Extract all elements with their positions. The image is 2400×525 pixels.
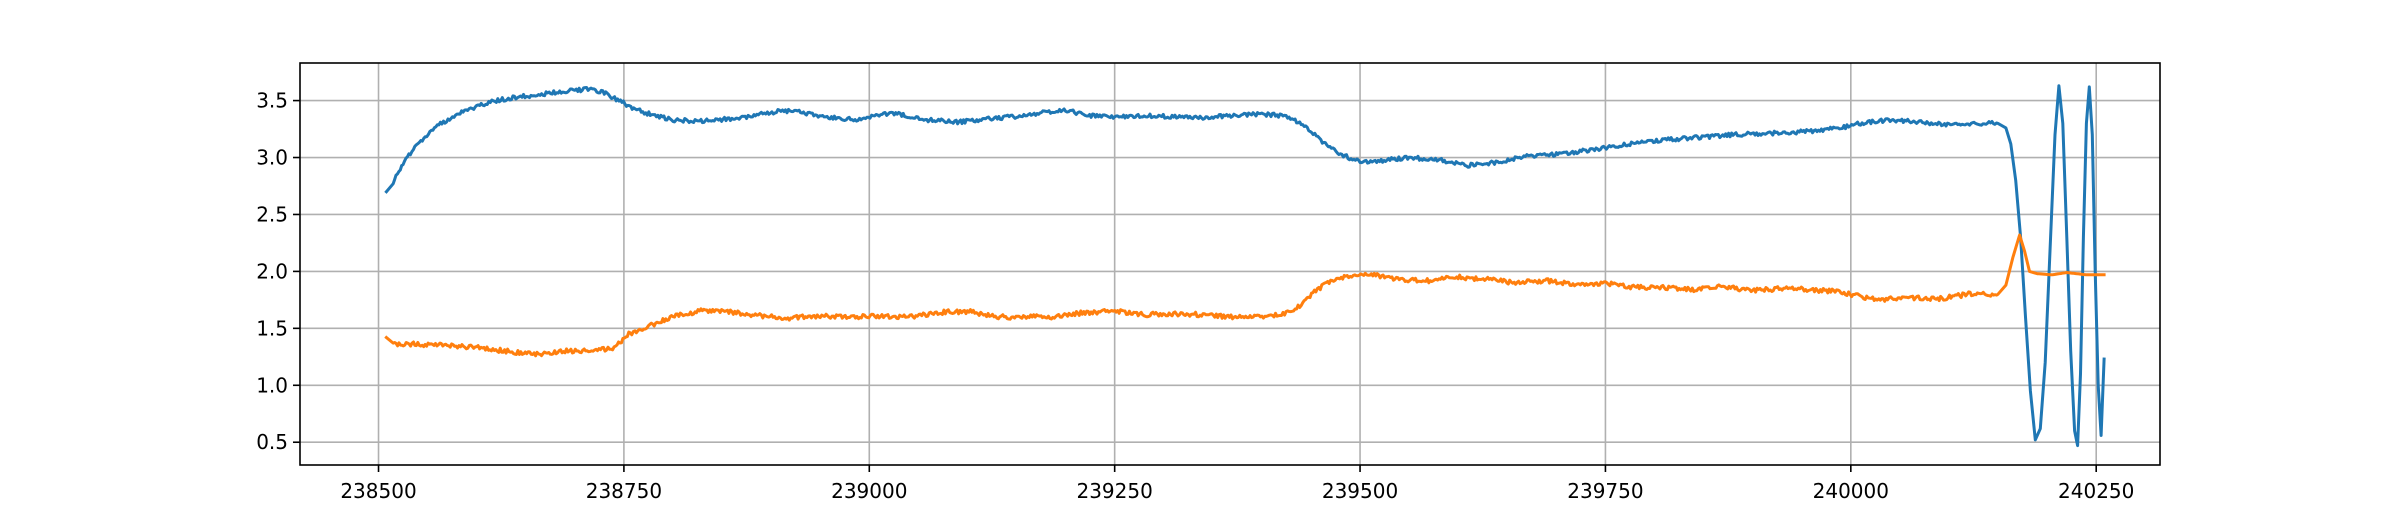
ticks: 238500 238750 239000 239250 239500 239750 2400…: [256, 89, 2134, 503]
y-tick-label: 3.5: [256, 89, 288, 113]
x-tick-label: 238750: [586, 479, 662, 503]
series-layer: [384, 84, 2106, 448]
y-tick-label: 0.5: [256, 430, 288, 454]
y-tick-label: 1.0: [256, 373, 288, 397]
x-tick-label: 239750: [1567, 479, 1643, 503]
axes-frame: [299, 62, 2161, 466]
y-tick-label: 2.5: [256, 202, 288, 226]
series-line-2: [384, 233, 2106, 358]
x-tick-label: 239250: [1076, 479, 1152, 503]
x-tick-label: 239500: [1322, 479, 1398, 503]
grid: [300, 63, 2160, 465]
x-tick-label: 240000: [1813, 479, 1889, 503]
x-tick-label: 240250: [2058, 479, 2134, 503]
y-tick-label: 2.0: [256, 259, 288, 283]
x-tick-label: 239000: [831, 479, 907, 503]
series-line-1: [384, 84, 2106, 448]
y-tick-label: 1.5: [256, 316, 288, 340]
y-tick-label: 3.0: [256, 146, 288, 170]
x-tick-label: 238500: [340, 479, 416, 503]
